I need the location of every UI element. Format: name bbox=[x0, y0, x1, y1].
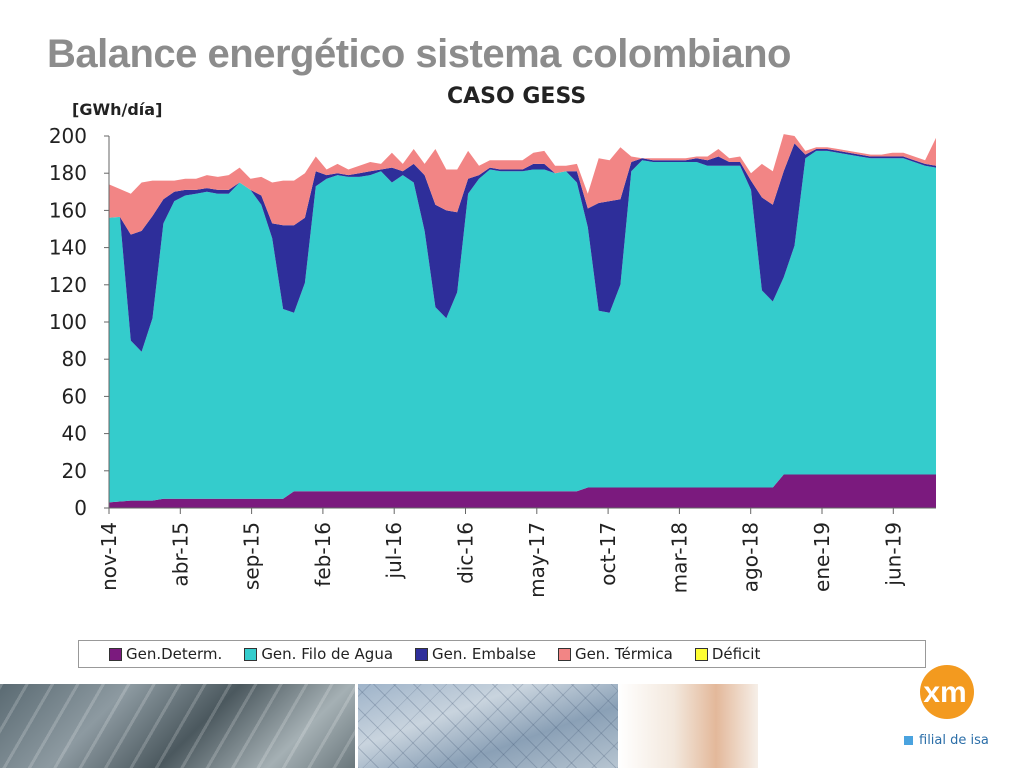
y-tick-label: 80 bbox=[62, 347, 87, 371]
legend-label: Déficit bbox=[711, 645, 761, 663]
xm-logo: xm bbox=[920, 665, 974, 719]
series-area-2 bbox=[109, 143, 936, 352]
y-tick-label: 100 bbox=[49, 310, 87, 334]
legend-item: Gen. Embalse bbox=[415, 645, 536, 663]
y-tick-label: 140 bbox=[49, 236, 87, 260]
x-tick-label: feb-16 bbox=[311, 522, 335, 587]
chart-axes: 0 20 40 60 80 100 120 140 160 180 200 nov-14 abr-15 s… bbox=[49, 124, 936, 598]
series-area-3 bbox=[109, 134, 936, 235]
family-photo bbox=[618, 684, 758, 768]
x-tick-label: nov-14 bbox=[97, 522, 121, 591]
logo-subtitle: filial de isa bbox=[904, 733, 989, 748]
legend-item: Gen. Filo de Agua bbox=[244, 645, 393, 663]
x-tick-label: dic-16 bbox=[454, 522, 478, 584]
y-tick-label: 0 bbox=[74, 496, 87, 520]
x-tick-label: ago-18 bbox=[739, 522, 763, 592]
legend-label: Gen.Determ. bbox=[126, 645, 223, 663]
series-area-1 bbox=[109, 150, 936, 503]
legend-item: Déficit bbox=[694, 645, 761, 663]
chart-title: CASO GESS bbox=[447, 84, 587, 109]
legend-swatch bbox=[415, 647, 429, 661]
chart-legend: Gen.Determ. Gen. Filo de Agua Gen. Embalse… bbox=[78, 640, 926, 668]
legend-swatch bbox=[694, 647, 708, 661]
chart-areas bbox=[109, 134, 936, 508]
y-tick-label: 160 bbox=[49, 198, 87, 222]
y-tick-label: 20 bbox=[62, 459, 87, 483]
stacked-area-chart: 0 20 40 60 80 100 120 140 160 180 200 nov-14 abr-15 s… bbox=[49, 124, 936, 598]
y-tick-label: 40 bbox=[62, 422, 87, 446]
series-area-0 bbox=[109, 474, 936, 508]
y-axis-unit-label: [GWh/día] bbox=[72, 100, 163, 119]
legend-item: Gen. Térmica bbox=[557, 645, 673, 663]
logo-text: xm bbox=[923, 676, 966, 709]
logo-square-icon bbox=[904, 736, 913, 745]
legend-label: Gen. Térmica bbox=[574, 645, 673, 663]
map-photo bbox=[358, 684, 618, 768]
x-tick-label: ene-19 bbox=[810, 522, 834, 592]
y-tick-label: 120 bbox=[49, 273, 87, 297]
legend-item: Gen.Determ. bbox=[109, 645, 222, 663]
x-tick-label: mar-18 bbox=[667, 522, 691, 593]
x-tick-label: oct-17 bbox=[596, 522, 620, 586]
x-tick-label: jun-19 bbox=[881, 522, 905, 587]
traffic-photo bbox=[0, 684, 355, 768]
y-tick-label: 60 bbox=[62, 384, 87, 408]
legend-label: Gen. Embalse bbox=[432, 645, 536, 663]
x-tick-label: may-17 bbox=[525, 522, 549, 598]
slide-title: Balance energético sistema colombiano bbox=[47, 32, 791, 76]
legend-swatch bbox=[244, 647, 258, 661]
legend-swatch bbox=[557, 647, 571, 661]
x-tick-label: abr-15 bbox=[168, 522, 192, 587]
y-tick-label: 200 bbox=[49, 124, 87, 148]
x-tick-label: jul-16 bbox=[382, 522, 406, 579]
legend-swatch bbox=[109, 647, 122, 661]
x-tick-label: sep-15 bbox=[240, 522, 264, 590]
logo-subtitle-text: filial de isa bbox=[919, 733, 989, 748]
y-tick-label: 180 bbox=[49, 161, 87, 185]
legend-label: Gen. Filo de Agua bbox=[261, 645, 394, 663]
